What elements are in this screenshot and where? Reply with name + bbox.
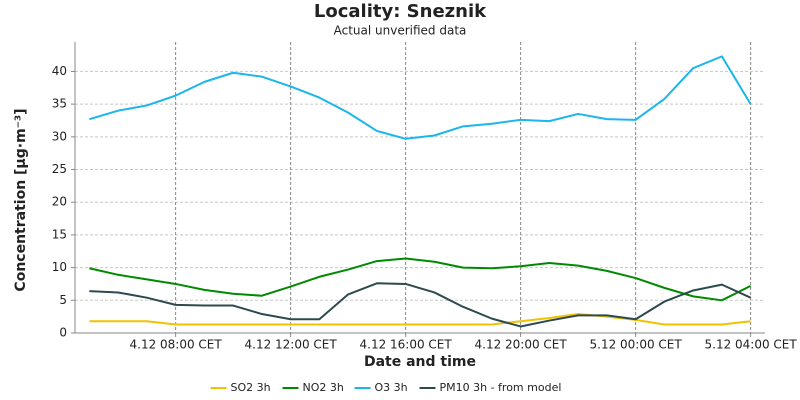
chart-title: Locality: Sneznik bbox=[314, 1, 487, 22]
x-tick-label: 4.12 20:00 CET bbox=[475, 338, 568, 352]
chart-subtitle: Actual unverified data bbox=[334, 24, 467, 38]
legend-label: PM10 3h - from model bbox=[440, 381, 562, 394]
y-tick-label: 30 bbox=[52, 129, 67, 143]
y-tick-label: 10 bbox=[52, 260, 67, 274]
y-tick-label: 5 bbox=[59, 293, 67, 307]
legend: SO2 3h NO2 3h O3 3h PM10 3h - from model bbox=[210, 381, 562, 394]
legend-label: NO2 3h bbox=[303, 381, 344, 394]
y-tick-label: 15 bbox=[52, 227, 67, 241]
legend-label: O3 3h bbox=[375, 381, 408, 394]
legend-label: SO2 3h bbox=[231, 381, 271, 394]
x-tick-label: 4.12 16:00 CET bbox=[360, 338, 453, 352]
y-tick-label: 35 bbox=[52, 97, 67, 111]
y-tick-label: 20 bbox=[52, 195, 67, 209]
series-line bbox=[89, 257, 752, 302]
x-tick-label: 4.12 08:00 CET bbox=[130, 338, 223, 352]
y-tick-label: 25 bbox=[52, 162, 67, 176]
x-tick-label: 5.12 04:00 CET bbox=[705, 338, 798, 352]
x-axis-label: Date and time bbox=[364, 354, 476, 370]
series-line bbox=[89, 55, 752, 140]
series-line bbox=[89, 313, 751, 326]
x-tick-label: 5.12 00:00 CET bbox=[590, 338, 683, 352]
y-axis-label: Concentration [µg·m⁻³] bbox=[13, 108, 29, 291]
series-line bbox=[89, 282, 752, 328]
y-tick-label: 0 bbox=[59, 326, 67, 340]
x-tick-label: 4.12 12:00 CET bbox=[245, 338, 338, 352]
y-tick-label: 40 bbox=[52, 64, 67, 78]
